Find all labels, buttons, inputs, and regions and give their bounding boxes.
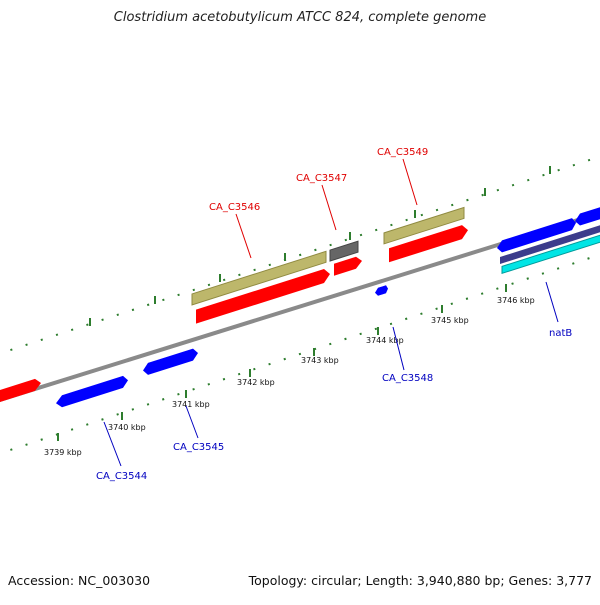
gene-bar-indigo[interactable] [500, 222, 600, 265]
gene-arrow-ca-c3549[interactable] [389, 223, 468, 263]
scale-label: 3746 kbp [497, 296, 535, 305]
gene-label-ca-c3548[interactable]: CA_C3548 [382, 373, 433, 384]
gene-arrow-ca-c3544[interactable] [56, 374, 128, 409]
scale-label: 3743 kbp [301, 356, 339, 365]
gene-label-ca-c3545[interactable]: CA_C3545 [173, 442, 224, 453]
map-title: Clostridium acetobutylicum ATCC 824, com… [113, 10, 487, 25]
accession-text: Accession: NC_003030 [8, 573, 151, 588]
outer-major-ticks [89, 166, 551, 326]
inner-scale-track [0, 253, 600, 455]
gene-label-ca-c3547[interactable]: CA_C3547 [296, 173, 347, 184]
gene-label-ca-c3546[interactable]: CA_C3546 [209, 202, 260, 213]
gene-bar-gray[interactable] [329, 240, 359, 262]
label-leaders-reverse [103, 281, 559, 467]
outer-scale-track [0, 155, 600, 355]
genome-summary-text: Topology: circular; Length: 3,940,880 bp… [248, 573, 592, 588]
gene-label-ca-c3544[interactable]: CA_C3544 [96, 471, 147, 482]
label-leaders-forward [235, 158, 418, 259]
scale-label: 3740 kbp [108, 423, 146, 432]
gene-arrow-ca-c3547[interactable] [334, 255, 362, 276]
gene-label-ca-c3549[interactable]: CA_C3549 [377, 147, 428, 158]
gene-arrow-ca-c3545[interactable] [143, 347, 198, 376]
scale-label: 3742 kbp [237, 378, 275, 387]
scale-label: 3745 kbp [431, 316, 469, 325]
scale-label: 3741 kbp [172, 400, 210, 409]
gene-bar-khaki-2[interactable] [383, 206, 465, 245]
inner-major-ticks [57, 284, 507, 441]
gene-arrow-ca-c3546[interactable] [196, 267, 330, 324]
gene-bar-cyan[interactable] [501, 230, 600, 275]
gene-label-natb[interactable]: natB [549, 328, 572, 339]
gene-arrow-natb[interactable] [497, 217, 576, 254]
gene-arrow-left-red[interactable] [0, 377, 41, 404]
gene-arrow-ca-c3548[interactable] [375, 285, 388, 297]
feature-track [0, 204, 600, 409]
gene-arrow-right-blue[interactable] [575, 204, 600, 227]
gene-bar-khaki-1[interactable] [191, 250, 327, 306]
scale-labels: 3739 kbp 3740 kbp 3741 kbp 3742 kbp 3743… [44, 296, 535, 457]
scale-label: 3744 kbp [366, 336, 404, 345]
scale-label: 3739 kbp [44, 448, 82, 457]
